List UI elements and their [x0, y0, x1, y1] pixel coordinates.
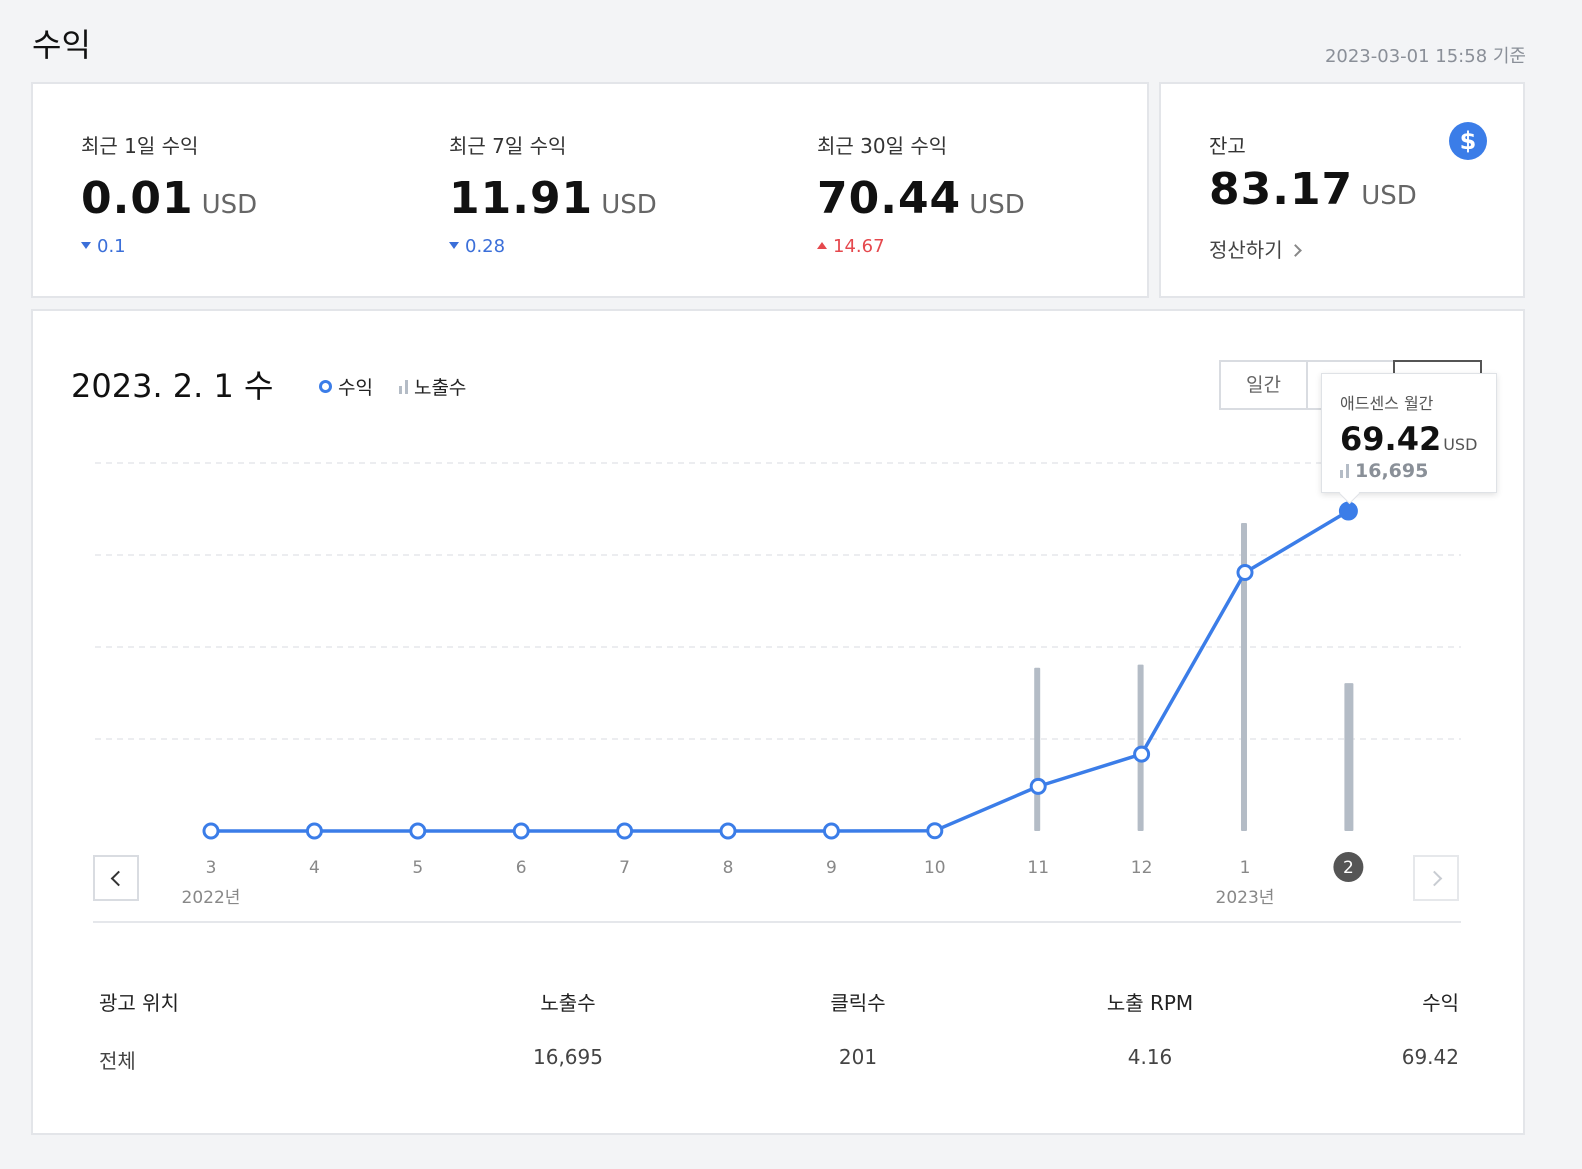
- circle-marker-icon: [319, 380, 332, 393]
- chart-legend: 수익 노출수: [319, 373, 466, 400]
- revenue-point: [1133, 745, 1151, 763]
- impression-bar: [1241, 523, 1247, 831]
- stat-value: 0.01: [81, 173, 194, 224]
- x-tick-label: 9: [826, 858, 837, 878]
- page-title: 수익: [32, 26, 91, 64]
- stat-label: 최근 1일 수익: [81, 134, 199, 158]
- selected-month-badge: [1333, 852, 1364, 882]
- x-tick-label: 10: [924, 858, 946, 878]
- stat-unit: USD: [201, 190, 258, 220]
- tooltip-unit: USD: [1443, 435, 1478, 454]
- impression-bar: [1344, 683, 1354, 831]
- chart-date: 2023. 2. 1 수: [71, 367, 274, 405]
- legend-impressions: 노출수: [398, 373, 466, 400]
- year-label: 2022년: [182, 888, 241, 908]
- cell-revenue: 69.42: [1401, 1045, 1459, 1069]
- revenue-point: [616, 822, 634, 840]
- x-tick-label: 11: [1027, 858, 1049, 878]
- x-tick-label: 3: [206, 858, 217, 878]
- cell-impressions: 16,695: [533, 1045, 603, 1069]
- balance-card: 잔고 $ 83.17 USD 정산하기: [1159, 82, 1525, 298]
- x-tick-label: 5: [412, 858, 423, 878]
- settle-link[interactable]: 정산하기: [1209, 234, 1302, 263]
- x-tick-label: 2: [1343, 858, 1354, 878]
- chart-tooltip: 애드센스 월간 69.42 USD 16,695: [1321, 373, 1497, 493]
- revenue-point: [926, 822, 944, 840]
- impression-bar: [1034, 667, 1041, 831]
- cell-rpm: 4.16: [1127, 1045, 1173, 1069]
- stat-unit: USD: [969, 190, 1025, 220]
- header-revenue: 수익: [1422, 991, 1459, 1015]
- tooltip-value: 69.42: [1340, 420, 1442, 458]
- x-tick-label: 4: [309, 858, 320, 878]
- earnings-summary-card: 최근 1일 수익 0.01 USD 0.1 최근 7일 수익 11.91 USD 0…: [31, 82, 1149, 298]
- stat-label: 최근 7일 수익: [449, 134, 567, 158]
- revenue-point: [822, 822, 840, 840]
- dollar-icon: $: [1449, 122, 1487, 160]
- x-tick-label: 1: [1240, 858, 1251, 878]
- revenue-point: [202, 822, 220, 840]
- tooltip-impressions: 16,695: [1340, 460, 1478, 482]
- tab-daily[interactable]: 일간: [1219, 360, 1308, 410]
- bar-chart-icon: [398, 379, 408, 394]
- cell-clicks: 201: [838, 1045, 878, 1069]
- divider: [93, 921, 1461, 923]
- tooltip-title: 애드센스 월간: [1340, 394, 1434, 413]
- header-rpm: 노출 RPM: [1106, 991, 1194, 1015]
- header-ad-position: 광고 위치: [99, 991, 179, 1015]
- balance-value: 83.17: [1209, 164, 1354, 215]
- chevron-right-icon: [1426, 870, 1443, 887]
- stat-change: 0.28: [449, 236, 657, 257]
- next-period-button[interactable]: [1413, 855, 1459, 901]
- stat-1day: 최근 1일 수익 0.01 USD 0.1: [81, 130, 257, 257]
- x-tick-label: 8: [723, 858, 734, 878]
- prev-period-button[interactable]: [93, 855, 139, 901]
- arrow-down-icon: [81, 241, 91, 249]
- legend-revenue: 수익: [319, 373, 373, 400]
- x-tick-label: 7: [619, 858, 630, 878]
- balance-unit: USD: [1361, 181, 1417, 211]
- stat-value: 11.91: [449, 173, 594, 224]
- revenue-point: [512, 822, 530, 840]
- header-impressions: 노출수: [540, 991, 596, 1015]
- chart-card: 3 4 5 6 7 8 9 10 11 12 1 2 2022년 2023년 2023. 2. 1 수 수…: [31, 309, 1525, 1135]
- x-tick-label: 12: [1131, 858, 1153, 878]
- chevron-left-icon: [110, 870, 127, 887]
- selected-point: [1338, 501, 1358, 521]
- stat-30day: 최근 30일 수익 70.44 USD 14.67: [817, 130, 1025, 257]
- revenue-point: [1029, 777, 1047, 795]
- balance-label: 잔고: [1209, 134, 1246, 158]
- year-label: 2023년: [1216, 888, 1275, 908]
- chevron-right-icon: [1288, 244, 1302, 257]
- revenue-point: [305, 822, 323, 840]
- header-clicks: 클릭수: [830, 991, 886, 1015]
- arrow-up-icon: [817, 241, 827, 249]
- revenue-line: [211, 509, 1350, 833]
- revenue-point: [409, 822, 427, 840]
- arrow-down-icon: [449, 241, 459, 249]
- stat-change: 14.67: [817, 236, 1025, 257]
- revenue-point: [719, 822, 737, 840]
- stat-7day: 최근 7일 수익 11.91 USD 0.28: [449, 130, 657, 257]
- bar-chart-icon: [1340, 464, 1349, 478]
- stat-value: 70.44: [817, 173, 962, 224]
- stat-unit: USD: [601, 190, 657, 220]
- x-tick-label: 6: [516, 858, 527, 878]
- updated-timestamp: 2023-03-01 15:58 기준: [1324, 46, 1526, 67]
- cell-ad-position: 전체: [99, 1049, 136, 1073]
- stat-label: 최근 30일 수익: [817, 134, 948, 158]
- stat-change: 0.1: [81, 236, 257, 257]
- revenue-point: [1236, 564, 1254, 582]
